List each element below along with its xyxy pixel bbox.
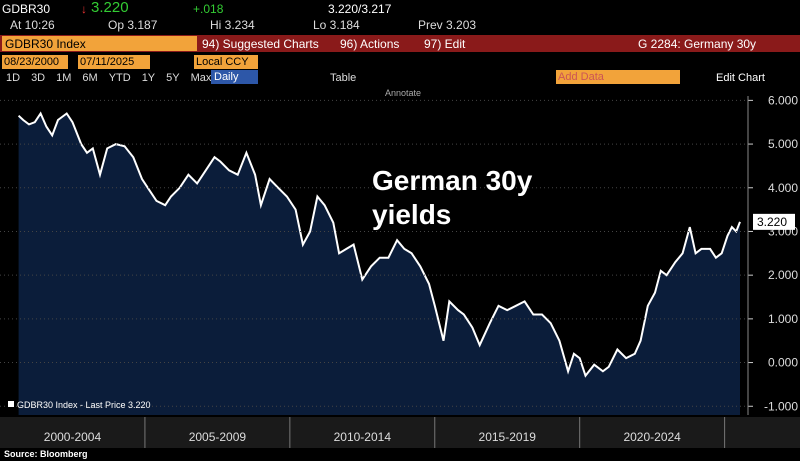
- open: Op 3.187: [108, 18, 158, 32]
- period-button[interactable]: 1Y: [141, 72, 156, 84]
- bid-ask: 3.220/3.217: [328, 2, 392, 16]
- y-tick-label: 1.000: [768, 312, 798, 326]
- plot-background: [0, 96, 748, 415]
- end-date[interactable]: 07/11/2025: [78, 55, 150, 69]
- y-tick-label: 0.000: [768, 356, 798, 370]
- last-price-label: 3.220: [757, 215, 787, 229]
- menu-item[interactable]: 96) Actions: [340, 37, 400, 51]
- x-period-label: 2020-2024: [623, 430, 681, 444]
- period-button[interactable]: 3D: [31, 72, 46, 84]
- last-price-box: [753, 213, 795, 230]
- annotation: German 30y: [372, 165, 533, 196]
- currency[interactable]: Local CCY: [194, 55, 258, 69]
- y-tick-label: 4.000: [768, 181, 798, 195]
- menu-item[interactable]: 94) Suggested Charts: [202, 37, 319, 51]
- period-button[interactable]: Max: [190, 72, 212, 84]
- y-tick-label: -1.000: [764, 399, 798, 413]
- legend: GDBR30 Index - Last Price 3.220: [17, 400, 151, 410]
- period-button[interactable]: 1M: [56, 72, 72, 84]
- x-period-label: 2010-2014: [334, 430, 392, 444]
- period-button[interactable]: 6M: [82, 72, 98, 84]
- period-button[interactable]: YTD: [108, 72, 131, 84]
- time: At 10:26: [10, 18, 55, 32]
- menu-item[interactable]: 97) Edit: [424, 37, 466, 51]
- source: Source: Bloomberg: [4, 449, 88, 459]
- start-date[interactable]: 08/23/2000: [2, 55, 68, 69]
- add-data[interactable]: Add Data: [556, 70, 680, 84]
- x-period-label: 2005-2009: [189, 430, 247, 444]
- change: +.018: [193, 2, 224, 16]
- y-tick-label: 3.000: [768, 224, 798, 238]
- prev: Prev 3.203: [418, 18, 477, 32]
- annotation: yields: [372, 199, 451, 230]
- high: Hi 3.234: [210, 18, 255, 32]
- legend-swatch: [8, 401, 14, 407]
- period-button[interactable]: 5Y: [166, 72, 180, 84]
- price: 3.220: [91, 0, 129, 16]
- low: Lo 3.184: [313, 18, 360, 32]
- x-period-label: 2015-2019: [479, 430, 537, 444]
- table-button[interactable]: Table: [330, 72, 357, 84]
- y-tick-label: 5.000: [768, 137, 798, 151]
- ticker: GDBR30: [2, 2, 51, 16]
- price-line: [17, 111, 741, 378]
- quote-bar: [0, 0, 800, 18]
- area: [18, 113, 741, 415]
- y-tick-label: 2.000: [768, 268, 798, 282]
- x-axis-band: [0, 417, 800, 448]
- annotate[interactable]: Annotate: [385, 88, 422, 98]
- security-box[interactable]: GDBR30 Index: [2, 36, 197, 51]
- x-period-label: 2000-2004: [44, 430, 102, 444]
- y-tick-label: 6.000: [768, 93, 798, 107]
- edit-chart[interactable]: Edit Chart: [716, 72, 765, 84]
- menu-bar: [0, 35, 800, 52]
- frequency[interactable]: Daily: [211, 70, 258, 84]
- page-title: G 2284: Germany 30y: [638, 37, 757, 51]
- down-arrow: ↓: [81, 2, 87, 16]
- period-button[interactable]: 1D: [6, 72, 21, 84]
- period-buttons: 1D 3D 1M 6M YTD 1Y 5Y Max: [6, 70, 222, 86]
